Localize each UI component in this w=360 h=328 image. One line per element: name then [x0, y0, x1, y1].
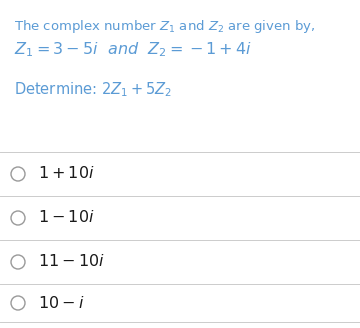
- Text: $Z_1 = 3 - 5i\ \ \mathit{and}\ \ Z_2 = -1 + 4i$: $Z_1 = 3 - 5i\ \ \mathit{and}\ \ Z_2 = -…: [14, 40, 252, 59]
- Text: $1 - 10i$: $1 - 10i$: [38, 210, 95, 227]
- Text: $10 - i$: $10 - i$: [38, 295, 84, 312]
- Text: Determine: $2Z_1 + 5Z_2$: Determine: $2Z_1 + 5Z_2$: [14, 80, 172, 99]
- Text: The complex number $Z_1$ and $Z_2$ are given by,: The complex number $Z_1$ and $Z_2$ are g…: [14, 18, 315, 35]
- Text: $1 + 10i$: $1 + 10i$: [38, 166, 95, 182]
- Text: $11 - 10i$: $11 - 10i$: [38, 254, 105, 271]
